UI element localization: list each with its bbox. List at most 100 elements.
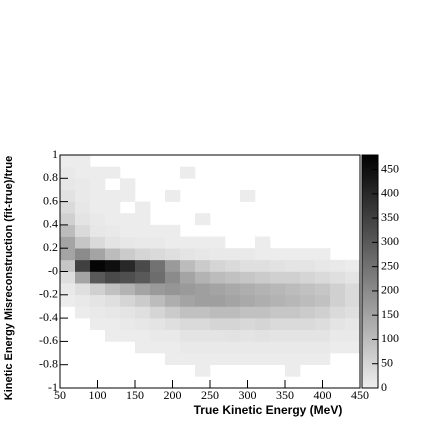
cell — [240, 189, 256, 202]
cell — [285, 364, 301, 377]
cell — [255, 294, 271, 307]
cell — [315, 329, 331, 342]
cell — [60, 283, 76, 296]
cell — [240, 259, 256, 272]
colorbar-tick-label: 350 — [381, 210, 399, 224]
cell — [225, 306, 241, 319]
cell — [240, 329, 256, 342]
x-tick-label: 300 — [239, 388, 257, 402]
cell — [255, 236, 271, 249]
cell — [330, 329, 346, 342]
colorbar-tick-label: 300 — [381, 234, 399, 248]
x-axis-title: True Kinetic Energy (MeV) — [194, 403, 343, 417]
cell — [180, 294, 196, 307]
cell — [270, 248, 286, 261]
cell — [180, 353, 196, 365]
cell — [345, 294, 361, 307]
cell — [120, 178, 136, 191]
cell — [60, 166, 76, 179]
cell — [135, 259, 151, 272]
cell — [90, 271, 106, 284]
cell — [255, 318, 271, 331]
cell — [210, 306, 226, 319]
cell — [105, 294, 121, 307]
cell — [270, 329, 286, 342]
cell — [315, 306, 331, 319]
cell — [135, 341, 151, 354]
cell — [315, 271, 331, 284]
colorbar-tick-label: 0 — [381, 380, 387, 394]
colorbar-tick-label: 100 — [381, 331, 399, 345]
cell — [150, 306, 166, 319]
cell — [270, 306, 286, 319]
cell — [165, 271, 181, 284]
cell — [270, 259, 286, 272]
cell — [255, 283, 271, 296]
cell — [105, 306, 121, 319]
colorbar-tick-label: 450 — [381, 161, 399, 175]
y-tick-label: 0.2 — [43, 240, 58, 254]
cell — [330, 283, 346, 296]
cell — [330, 259, 346, 272]
y-tick-label: -1 — [48, 380, 58, 394]
cell — [195, 353, 211, 365]
cell — [105, 201, 121, 214]
cell — [135, 306, 151, 319]
cell — [60, 248, 76, 261]
cell — [300, 294, 316, 307]
cell — [105, 189, 121, 202]
cell — [315, 283, 331, 296]
cell — [60, 201, 76, 214]
cell — [60, 178, 76, 191]
cell — [180, 341, 196, 354]
cell — [330, 341, 346, 354]
cell — [90, 294, 106, 307]
cell — [75, 259, 91, 272]
cell — [300, 318, 316, 331]
cell — [195, 271, 211, 284]
x-tick-label: 100 — [89, 388, 107, 402]
cell — [105, 271, 121, 284]
cell — [255, 329, 271, 342]
cell — [270, 294, 286, 307]
colorbar — [361, 154, 379, 389]
cell — [285, 294, 301, 307]
cell — [165, 294, 181, 307]
colorbar-tick-label: 50 — [381, 355, 393, 369]
cell — [210, 283, 226, 296]
cell — [210, 294, 226, 307]
cell — [195, 341, 211, 354]
cell — [120, 294, 136, 307]
cell — [150, 294, 166, 307]
cell — [165, 259, 181, 272]
cell — [90, 201, 106, 214]
cell — [300, 283, 316, 296]
cell — [285, 306, 301, 319]
cell — [195, 329, 211, 342]
cell — [345, 306, 361, 319]
cell — [75, 155, 91, 167]
cell — [75, 236, 91, 249]
cell — [225, 259, 241, 272]
cell — [180, 236, 196, 249]
cell — [105, 283, 121, 296]
cell — [150, 259, 166, 272]
cell — [135, 271, 151, 284]
x-tick-label: 250 — [201, 388, 219, 402]
cell — [75, 213, 91, 226]
cell — [240, 248, 256, 261]
cell — [105, 213, 121, 226]
cell — [345, 318, 361, 331]
colorbar-tick-label: 250 — [381, 258, 399, 272]
cell — [195, 248, 211, 261]
cell — [240, 306, 256, 319]
cell — [210, 248, 226, 261]
y-tick-label: -0.2 — [39, 287, 58, 301]
cell — [150, 329, 166, 342]
cell — [195, 294, 211, 307]
cell — [240, 353, 256, 365]
colorbar-tick-label: 150 — [381, 307, 399, 321]
cell — [120, 213, 136, 226]
cell — [225, 248, 241, 261]
